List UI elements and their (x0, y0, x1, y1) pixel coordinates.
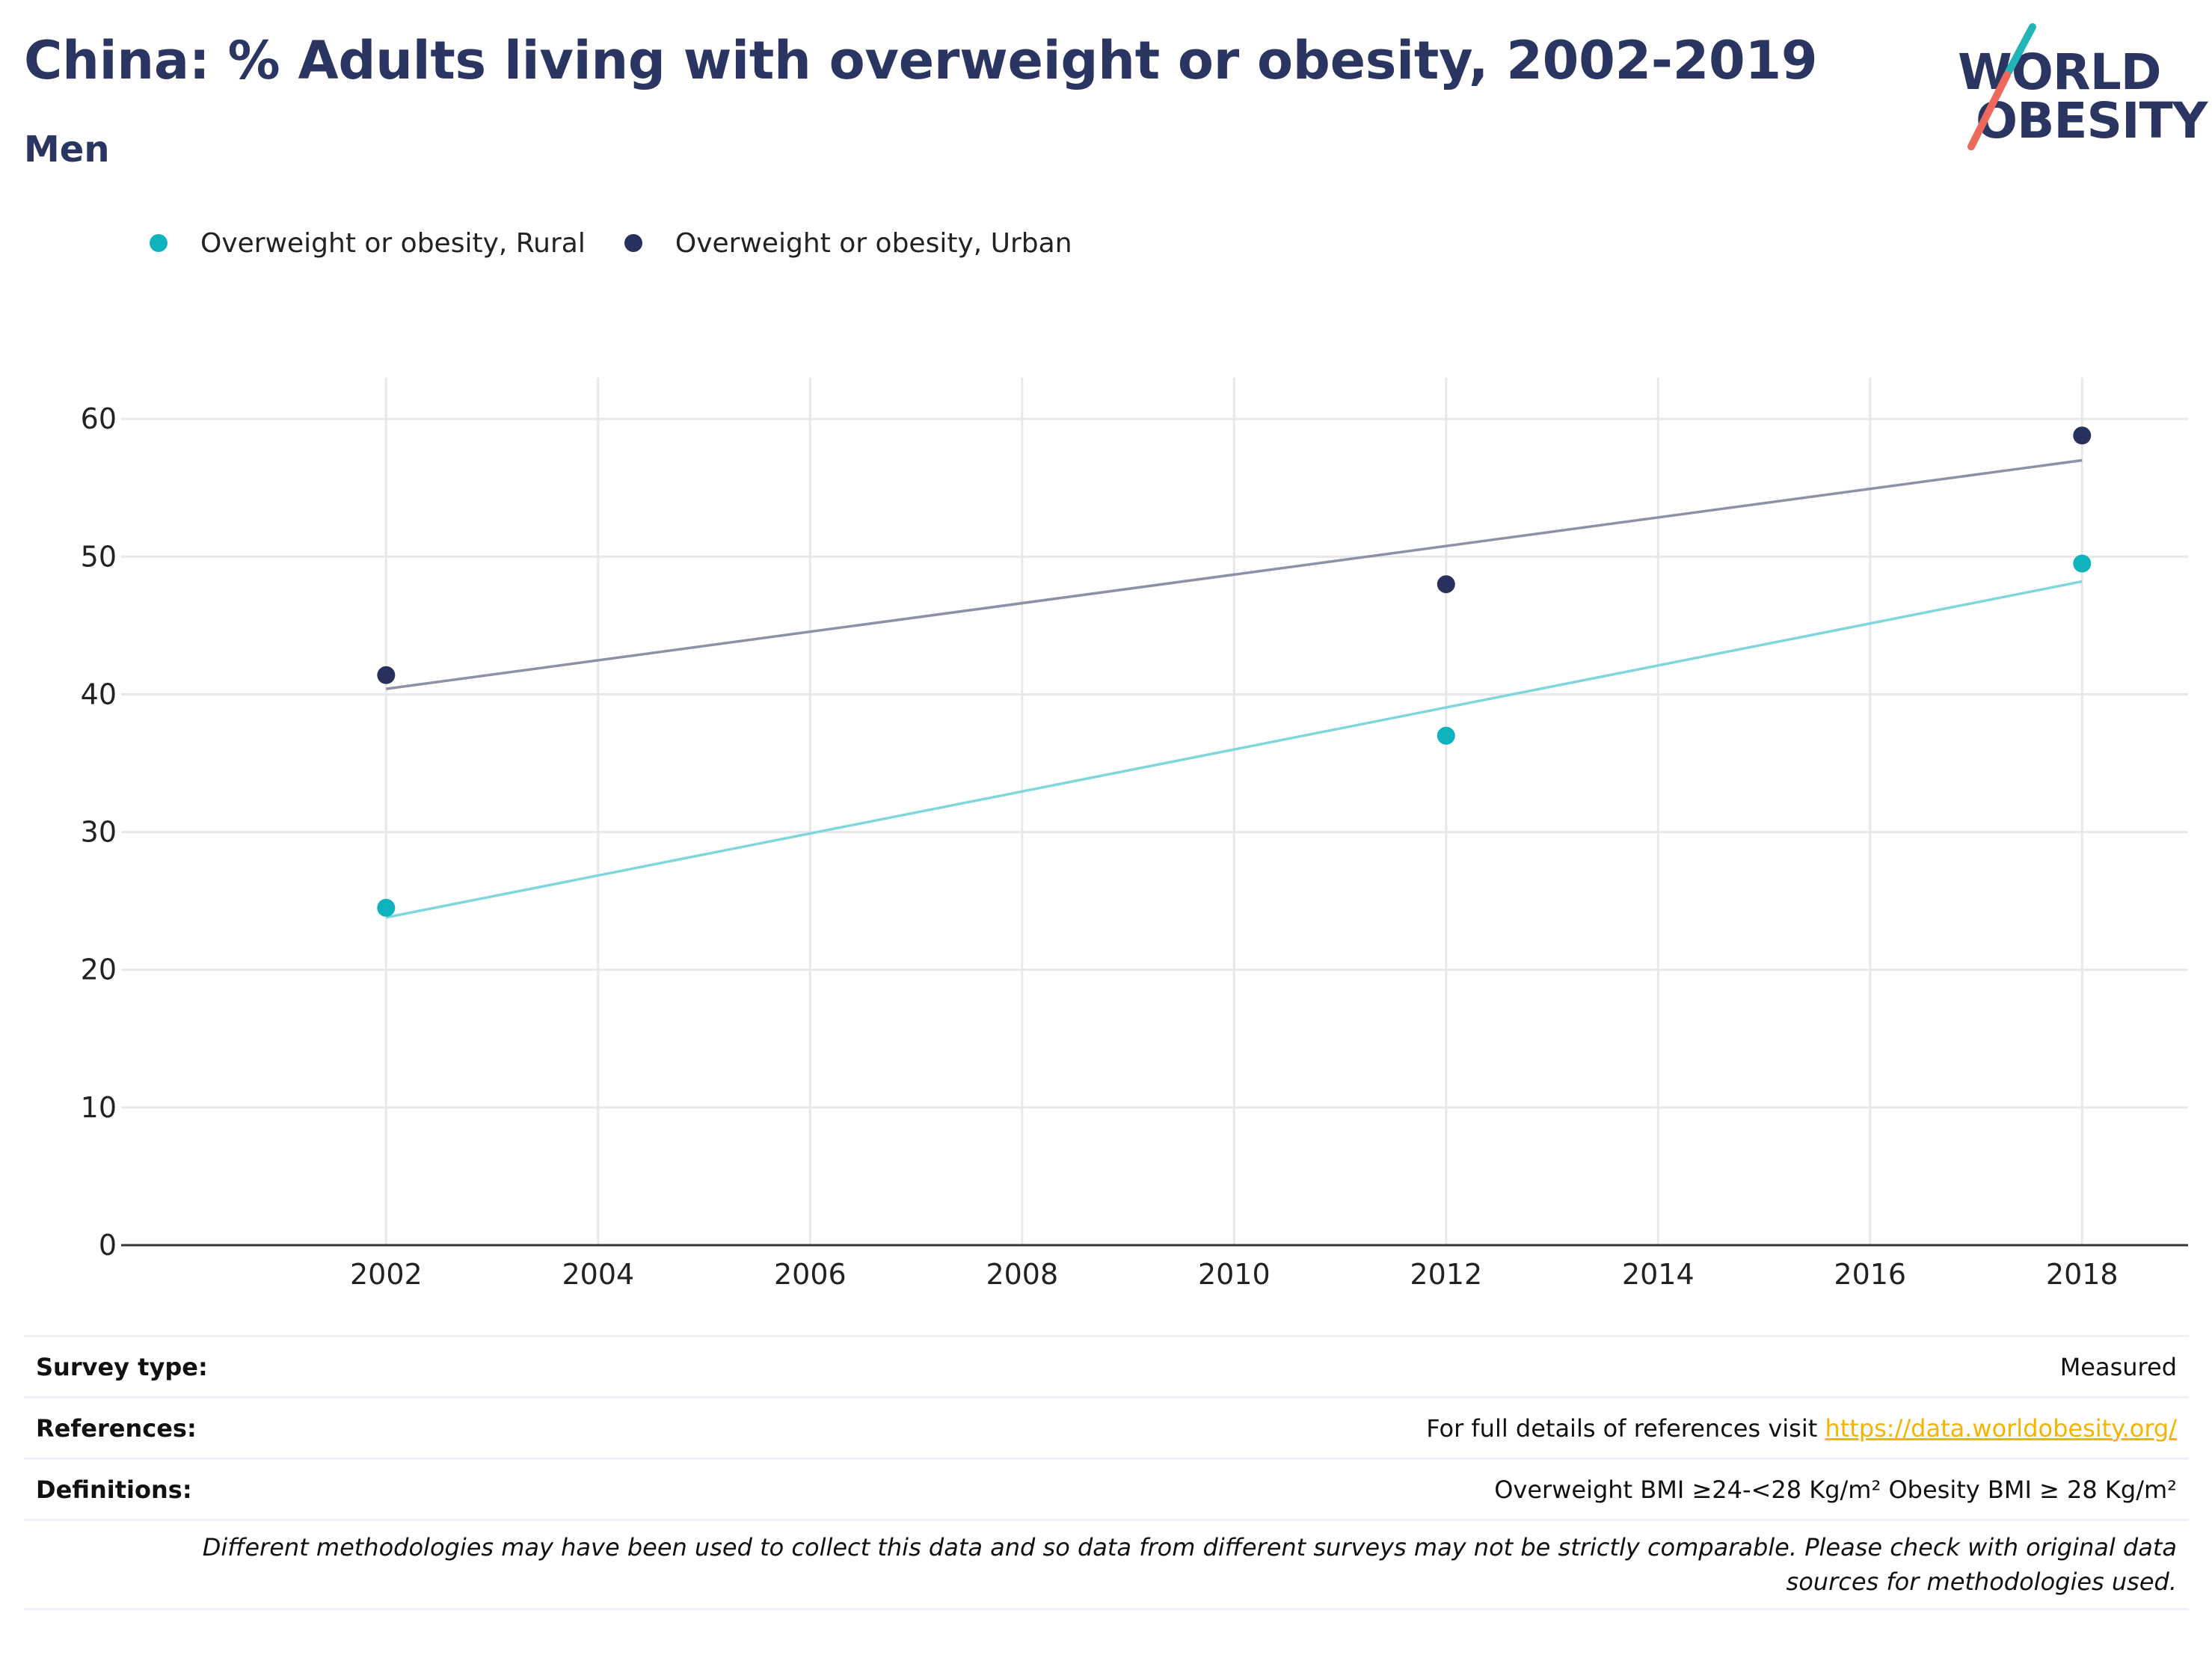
chart-subtitle: Men (24, 129, 110, 171)
legend-rural-dot-icon (150, 234, 168, 252)
trend-line-urban (386, 458, 2083, 690)
data-point-urban (1437, 575, 1455, 594)
x-tick-label: 2002 (350, 1258, 423, 1291)
survey-type-value: Measured (2059, 1352, 2177, 1381)
x-tick-label: 2008 (986, 1258, 1058, 1291)
info-table: Survey type: Measured References: For fu… (24, 1335, 2189, 1610)
data-point-urban (2073, 426, 2092, 445)
logo-line1: WORLD (1958, 43, 2162, 101)
chart-title: China: % Adults living with overweight o… (24, 30, 1818, 91)
legend-item-rural[interactable]: Overweight or obesity, Rural (150, 228, 586, 259)
y-tick-label: 30 (81, 816, 117, 849)
legend-urban-dot-icon (624, 234, 642, 252)
y-tick-label: 20 (81, 954, 117, 986)
data-point-rural (377, 898, 396, 917)
x-tick-label: 2006 (774, 1258, 847, 1291)
references-label: References: (36, 1413, 197, 1443)
world-obesity-logo: WORLD OBESITY (1944, 21, 2208, 156)
survey-type-label: Survey type: (36, 1352, 208, 1381)
x-tick-label: 2014 (1622, 1258, 1695, 1291)
definitions-row: Definitions: Overweight BMI ≥24-<28 Kg/m… (24, 1458, 2189, 1519)
x-tick-label: 2016 (1834, 1258, 1906, 1291)
legend-item-urban[interactable]: Overweight or obesity, Urban (624, 228, 1072, 259)
y-tick-label: 50 (81, 540, 117, 573)
references-row: References: For full details of referenc… (24, 1396, 2189, 1458)
x-tick-label: 2004 (562, 1258, 634, 1291)
y-tick-label: 0 (99, 1229, 117, 1262)
x-tick-label: 2012 (1410, 1258, 1482, 1291)
references-value: For full details of references visit htt… (1426, 1414, 2177, 1443)
legend: Overweight or obesity, Rural Overweight … (150, 223, 1111, 263)
y-tick-label: 60 (81, 402, 117, 435)
x-tick-label: 2018 (2046, 1258, 2119, 1291)
logo-slash-icon (1967, 23, 2036, 150)
data-point-rural (1437, 726, 1455, 745)
x-tick-label: 2010 (1198, 1258, 1271, 1291)
methodology-note: Different methodologies may have been us… (24, 1519, 2189, 1610)
references-text: For full details of references visit (1426, 1413, 1825, 1443)
references-link[interactable]: https://data.worldobesity.org/ (1825, 1413, 2177, 1443)
survey-type-row: Survey type: Measured (24, 1335, 2189, 1396)
scatter-chart: 2002 2004 2006 2008 2010 2012 2014 2016 2018 0 10 2… (81, 378, 2188, 1291)
y-tick-label: 10 (81, 1091, 117, 1124)
trend-line-rural (386, 580, 2083, 919)
definitions-label: Definitions: (36, 1475, 192, 1504)
data-point-rural (2073, 554, 2092, 573)
data-point-urban (377, 666, 396, 684)
legend-rural-label: Overweight or obesity, Rural (200, 227, 586, 259)
logo-line2: OBESITY (1976, 92, 2208, 150)
y-tick-label: 40 (81, 678, 117, 710)
legend-urban-label: Overweight or obesity, Urban (675, 227, 1072, 259)
definitions-value: Overweight BMI ≥24-<28 Kg/m² Obesity BMI… (1494, 1475, 2177, 1504)
